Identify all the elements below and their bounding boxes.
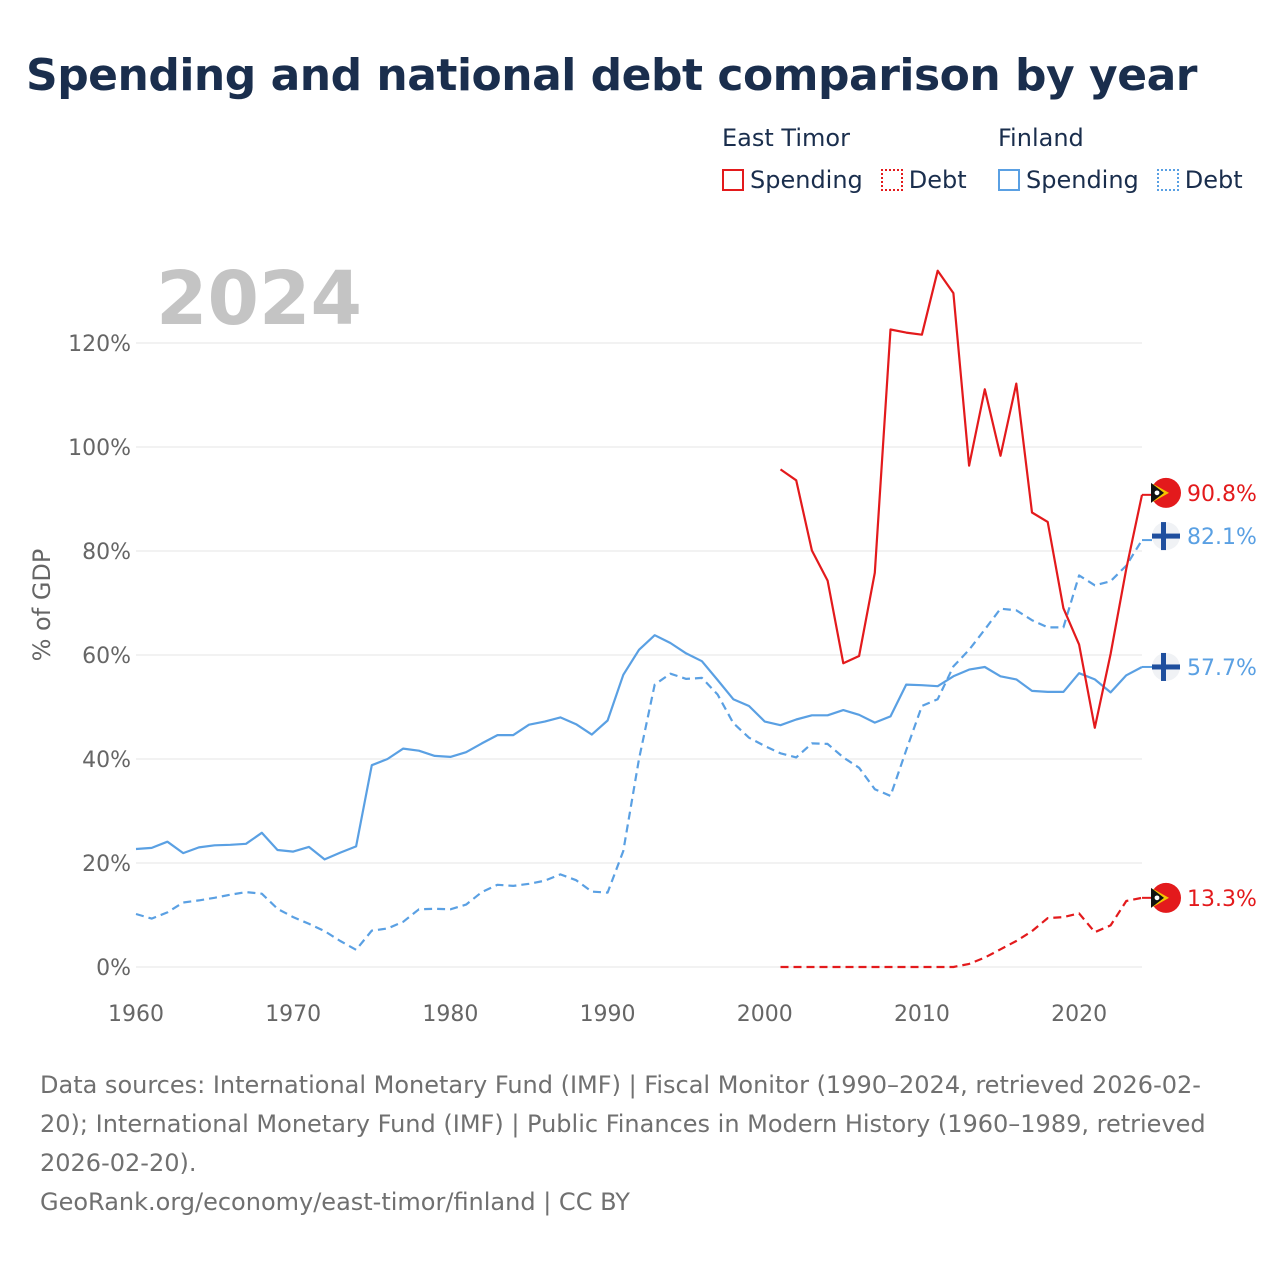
- legend-item-label: Spending: [1026, 166, 1139, 194]
- series-line-finland-debt: [135, 539, 1143, 951]
- x-tick-label: 1990: [580, 1002, 636, 1027]
- y-tick-label: 0%: [96, 956, 131, 981]
- flag-cross-vertical: [1161, 652, 1166, 681]
- series-line-east-timor-spending: [779, 269, 1144, 729]
- x-tick-label: 1980: [422, 1002, 478, 1027]
- x-axis-ticks: 1960 1970 1980 1990 2000 2010 2020: [108, 1002, 1107, 1027]
- east-timor-flag-icon: [1151, 477, 1181, 508]
- x-tick-label: 1960: [108, 1002, 164, 1027]
- legend-swatch-solid: [722, 169, 744, 191]
- end-value-label: 13.3%: [1187, 887, 1257, 912]
- y-tick-label: 100%: [68, 436, 131, 461]
- end-value-label: 57.7%: [1187, 656, 1257, 681]
- legend-item-east-timor-spending[interactable]: Spending: [722, 166, 863, 194]
- y-tick-label: 40%: [82, 748, 131, 773]
- legend-group-east-timor: East Timor Spending Debt: [722, 124, 967, 194]
- flag-star: [1154, 490, 1160, 496]
- east-timor-flag-icon: [1151, 882, 1181, 913]
- x-tick-label: 2010: [894, 1002, 950, 1027]
- x-tick-label: 1970: [265, 1002, 321, 1027]
- y-tick-label: 60%: [82, 644, 131, 669]
- end-value-label: 82.1%: [1187, 525, 1257, 550]
- x-tick-label: 2020: [1051, 1002, 1107, 1027]
- y-tick-label: 80%: [82, 540, 131, 565]
- y-axis-label: % of GDP: [28, 549, 56, 662]
- chart-title: Spending and national debt comparison by…: [26, 50, 1197, 101]
- legend-item-label: Debt: [908, 166, 967, 194]
- gridlines: [136, 342, 1142, 968]
- legend-item-east-timor-debt[interactable]: Debt: [880, 166, 967, 194]
- flag-star: [1154, 895, 1160, 901]
- legend-country-label: East Timor: [722, 124, 850, 152]
- year-watermark: 2024: [156, 256, 362, 342]
- legend-item-label: Spending: [750, 166, 863, 194]
- series-line-east-timor-debt: [780, 896, 1143, 969]
- end-value-label: 90.8%: [1187, 482, 1257, 507]
- series-lines: [135, 269, 1144, 969]
- legend-swatch-solid: [998, 169, 1020, 191]
- y-axis-ticks: 0% 20% 40% 60% 80% 100% 120%: [68, 332, 131, 981]
- legend-swatch-dotted: [880, 169, 903, 191]
- legend-swatch-dotted: [1156, 169, 1179, 191]
- footer: Data sources: International Monetary Fun…: [40, 1066, 1240, 1222]
- finland-flag-icon: [1152, 522, 1180, 551]
- legend-item-label: Debt: [1184, 166, 1243, 194]
- legend-group-finland: Finland Spending Debt: [998, 124, 1243, 194]
- series-line-finland-spending: [135, 634, 1143, 861]
- data-sources: Data sources: International Monetary Fun…: [40, 1071, 1206, 1177]
- credit-link[interactable]: GeoRank.org/economy/east-timor/finland |…: [40, 1188, 630, 1216]
- y-tick-label: 20%: [82, 852, 131, 877]
- y-tick-label: 120%: [68, 332, 131, 357]
- finland-flag-icon: [1152, 652, 1180, 681]
- x-tick-label: 2000: [737, 1002, 793, 1027]
- legend-country-label: Finland: [998, 124, 1084, 152]
- legend-item-finland-spending[interactable]: Spending: [998, 166, 1139, 194]
- flag-cross-vertical: [1161, 522, 1166, 551]
- legend-item-finland-debt[interactable]: Debt: [1156, 166, 1243, 194]
- end-labels: 57.7% 82.1% 90.8% 13.3%: [1142, 477, 1257, 913]
